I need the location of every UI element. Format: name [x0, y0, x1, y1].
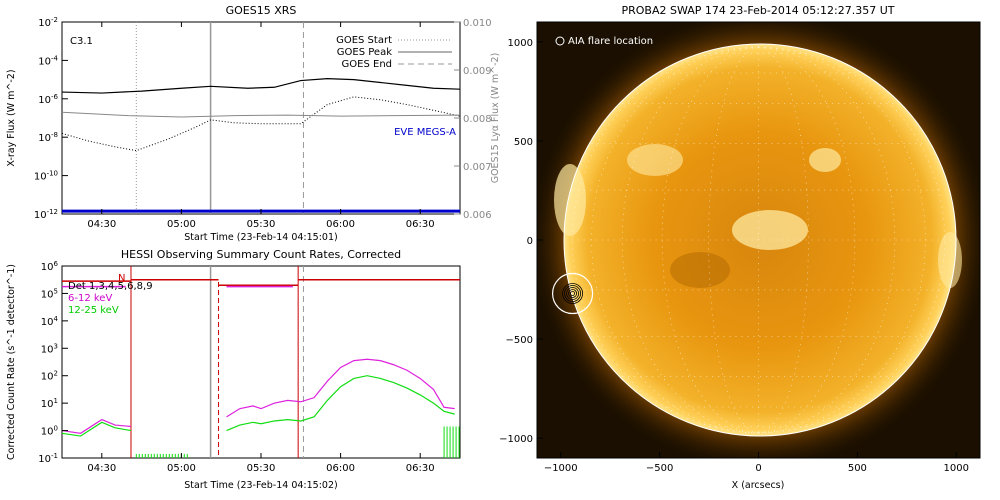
hessi-series-low2 [226, 358, 455, 418]
hessi-ytick-label-0: 10-1 [38, 452, 58, 465]
hessi-xlabel: Start Time (23-Feb-14 04:15:02) [184, 480, 337, 491]
hessi-ytick-label-2: 101 [41, 397, 58, 410]
limb-circle [563, 43, 957, 437]
goes-y2label: GOES15 Lyα Flux (W m^-2) [490, 53, 501, 184]
goes-y2tick-label-2: 0.008 [463, 114, 492, 125]
flare-contour [562, 283, 583, 304]
flare-contour [566, 287, 579, 300]
active-region-east-limb [554, 164, 586, 236]
swap-xtick-label-0: −1000 [544, 463, 578, 474]
night-marker: N [118, 273, 125, 284]
swap-ytick-label-4: 1000 [508, 38, 533, 49]
goes-y2tick-label-3: 0.009 [463, 66, 492, 77]
hessi-xtick-label-3: 06:00 [326, 463, 355, 474]
goes-ytick-label-3: 10-6 [38, 93, 58, 106]
goes-ytick-label-4: 10-4 [38, 54, 58, 67]
hessi-legend-label-0: Det 1,3,4,5,6,8,9 [68, 281, 153, 292]
hessi-title: HESSI Observing Summary Count Rates, Cor… [121, 248, 401, 261]
goes-ytick-label-2: 10-8 [38, 131, 58, 144]
flare-contour [564, 285, 581, 302]
swap-legend: AIA flare location [568, 36, 653, 47]
hessi-ytick-label-3: 102 [41, 370, 58, 383]
swap-xlabel: X (arcsecs) [732, 480, 785, 491]
swap-ytick-label-3: 500 [514, 137, 533, 148]
goes-series-lya [62, 111, 460, 118]
hessi-ytick-label-5: 104 [41, 315, 59, 328]
goes-y2tick-label-4: 0.010 [463, 18, 492, 29]
goes-class-label: C3.1 [70, 36, 93, 47]
active-region-nw [627, 144, 683, 176]
hessi-xtick-label-1: 05:00 [167, 463, 196, 474]
grid-longitude-line [758, 46, 945, 434]
grid-longitude-line [758, 46, 926, 434]
dark-region [670, 252, 730, 288]
hessi-legend-label-2: 12-25 keV [68, 305, 119, 316]
swap-ytick-label-0: −1000 [499, 434, 533, 445]
goes-title: GOES15 XRS [226, 4, 297, 17]
hessi-xtick-label-0: 04:30 [87, 463, 116, 474]
hessi-series-high [62, 421, 132, 437]
swap-ytick-label-1: −500 [506, 335, 533, 346]
hessi-series-low [62, 418, 132, 434]
swap-xtick-label-4: 1000 [944, 463, 969, 474]
hessi-legend-label-1: 6-12 keV [68, 293, 112, 304]
flare-contour [570, 291, 575, 296]
hessi-ytick-label-7: 106 [41, 260, 59, 273]
swap-xtick-label-3: 500 [848, 463, 867, 474]
swap-xtick-label-2: 0 [755, 463, 761, 474]
swap-image-panel: PROBA2 SWAP 174 23-Feb-2014 05:12:27.357… [499, 4, 981, 491]
active-region-ne [809, 148, 841, 172]
heliographic-grid [565, 46, 952, 434]
hessi-series-high2 [226, 375, 455, 432]
legend-circle-icon [555, 36, 565, 46]
flare-marker [551, 272, 594, 315]
goes-xtick-label-0: 04:30 [87, 219, 116, 230]
goes-ylabel: X-ray Flux (W m^-2) [6, 69, 17, 166]
goes-plot-frame [61, 21, 461, 215]
goes-ytick-label-0: 10-12 [34, 208, 58, 221]
hessi-ylabel: Corrected Count Rate (s^-1 detector^-1) [6, 264, 17, 460]
goes-xtick-label-1: 05:00 [167, 219, 196, 230]
grid-longitude-line [591, 46, 759, 434]
goes-y2tick-label-0: 0.006 [463, 210, 492, 221]
goes-xtick-label-4: 06:30 [406, 219, 435, 230]
goes-xtick-label-2: 05:30 [247, 219, 276, 230]
active-region-west-limb [938, 232, 962, 288]
goes-legend-label-0: GOES Start [336, 35, 392, 46]
goes-ytick-label-5: 10-2 [38, 16, 58, 29]
grid-longitude-line [572, 46, 759, 434]
hessi-xtick-label-2: 05:30 [247, 463, 276, 474]
hessi-ytick-label-4: 103 [41, 342, 58, 355]
goes-series-long [62, 78, 460, 94]
hessi-xtick-label-4: 06:30 [406, 463, 435, 474]
flare-contour [568, 289, 577, 298]
hessi-panel: HESSI Observing Summary Count Rates, Cor… [6, 248, 461, 491]
swap-xtick-label-1: −500 [646, 463, 673, 474]
goes-xtick-label-3: 06:00 [326, 219, 355, 230]
goes-y2tick-label-1: 0.007 [463, 162, 492, 173]
hessi-ytick-label-1: 100 [41, 425, 58, 438]
goes-legend-label-2: GOES End [342, 59, 392, 70]
active-region-center [732, 210, 808, 250]
goes-xlabel: Start Time (23-Feb-14 04:15:01) [184, 232, 337, 243]
swap-ytick-label-2: 0 [527, 236, 533, 247]
goes-ytick-label-1: 10-10 [34, 170, 58, 183]
flare-outer-circle [551, 272, 594, 315]
swap-title: PROBA2 SWAP 174 23-Feb-2014 05:12:27.357… [622, 4, 895, 17]
goes-series-short [62, 96, 460, 152]
hessi-ytick-label-6: 105 [41, 287, 58, 300]
goes-xrs-panel: GOES15 XRS 04:30 05:00 05:30 06:00 06:30 10-1… [6, 4, 501, 243]
goes-legend-label-1: GOES Peak [337, 47, 392, 58]
eve-label: EVE MEGS-A [394, 127, 456, 138]
